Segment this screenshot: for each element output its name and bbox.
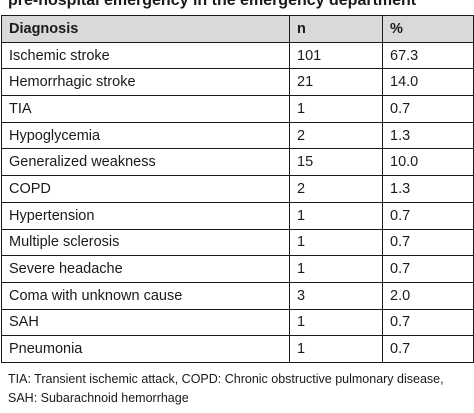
cell-percent: 2.0 [382, 281, 474, 310]
table-row: Multiple sclerosis 1 0.7 [1, 228, 474, 257]
cell-n: 2 [289, 121, 383, 150]
cell-diagnosis: Hypertension [1, 201, 290, 230]
table-row: Coma with unknown cause 3 2.0 [1, 281, 474, 310]
cell-n: 1 [289, 335, 383, 363]
cell-diagnosis: TIA [1, 95, 290, 123]
cell-percent: 1.3 [382, 121, 474, 150]
cell-n: 1 [289, 308, 383, 337]
table-row: Ischemic stroke 101 67.3 [1, 41, 474, 70]
table-row: Hypertension 1 0.7 [1, 201, 474, 230]
cell-percent: 14.0 [382, 68, 474, 97]
cell-n: 1 [289, 228, 383, 257]
cell-percent: 0.7 [382, 335, 474, 363]
cell-diagnosis: Generalized weakness [1, 148, 290, 177]
cell-n: 1 [289, 201, 383, 230]
cell-percent: 10.0 [382, 148, 474, 177]
cell-diagnosis: Hemorrhagic stroke [1, 68, 290, 97]
cell-diagnosis: Severe headache [1, 255, 290, 283]
cell-diagnosis: Multiple sclerosis [1, 228, 290, 257]
table-row: Severe headache 1 0.7 [1, 255, 474, 283]
cell-diagnosis: Ischemic stroke [1, 41, 290, 70]
cell-n: 101 [289, 41, 383, 70]
table-row: Hypoglycemia 2 1.3 [1, 121, 474, 150]
table-row: SAH 1 0.7 [1, 308, 474, 337]
cell-n: 2 [289, 175, 383, 203]
cell-n: 15 [289, 148, 383, 177]
cell-percent: 0.7 [382, 308, 474, 337]
table-caption: pre-hospital emergency in the emergency … [8, 0, 417, 9]
header-n: n [289, 15, 383, 43]
diagnosis-table: Diagnosis n % Ischemic stroke 101 67.3 H… [1, 15, 474, 363]
cell-diagnosis: Hypoglycemia [1, 121, 290, 150]
cell-n: 3 [289, 281, 383, 310]
table-row: TIA 1 0.7 [1, 95, 474, 123]
cell-percent: 0.7 [382, 228, 474, 257]
table-header-row: Diagnosis n % [1, 15, 474, 43]
header-diagnosis: Diagnosis [1, 15, 290, 43]
cell-n: 21 [289, 68, 383, 97]
cell-diagnosis: COPD [1, 175, 290, 203]
cell-n: 1 [289, 95, 383, 123]
cell-percent: 0.7 [382, 255, 474, 283]
table-row: COPD 2 1.3 [1, 175, 474, 203]
cell-percent: 1.3 [382, 175, 474, 203]
cell-percent: 0.7 [382, 201, 474, 230]
table-row: Generalized weakness 15 10.0 [1, 148, 474, 177]
cell-percent: 0.7 [382, 95, 474, 123]
table-row: Hemorrhagic stroke 21 14.0 [1, 68, 474, 97]
cell-n: 1 [289, 255, 383, 283]
header-percent: % [382, 15, 474, 43]
cell-percent: 67.3 [382, 41, 474, 70]
table-footnote: TIA: Transient ischemic attack, COPD: Ch… [8, 372, 444, 405]
cell-diagnosis: Pneumonia [1, 335, 290, 363]
cell-diagnosis: SAH [1, 308, 290, 337]
table-row: Pneumonia 1 0.7 [1, 335, 474, 363]
cell-diagnosis: Coma with unknown cause [1, 281, 290, 310]
